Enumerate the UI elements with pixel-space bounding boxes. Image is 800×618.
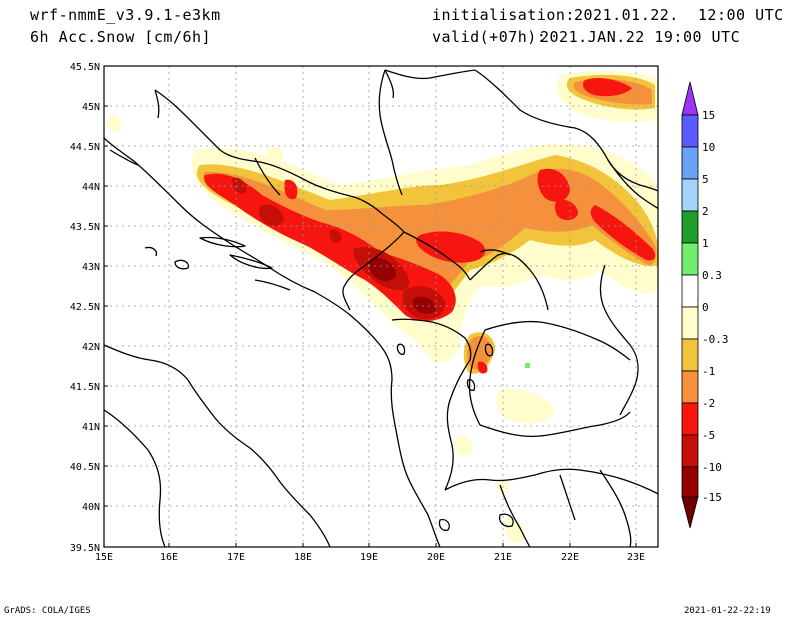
colorbar-swatch <box>681 210 699 244</box>
colorbar-swatch <box>681 402 699 436</box>
footer-credit: GrADS: COLA/IGES <box>4 606 91 616</box>
lon-label: 17E <box>227 552 245 563</box>
lat-label: 44.5N <box>70 142 100 153</box>
lon-labels: 15E 16E 17E 18E 19E 20E 21E 22E 23E <box>95 552 645 563</box>
colorbar-label: -5 <box>702 429 715 442</box>
model-title: wrf-nmmE_v3.9.1-e3km <box>30 6 221 24</box>
lat-labels: 45.5N 45N 44.5N 44N 43.5N 43N 42.5N 42N … <box>70 62 100 554</box>
colorbar-swatch <box>681 242 699 276</box>
lat-label: 40.5N <box>70 462 100 473</box>
colorbar-label: 2 <box>702 205 709 218</box>
lat-label: 43N <box>82 262 100 273</box>
colorbar-label: 10 <box>702 141 715 154</box>
colorbar-swatch <box>681 146 699 180</box>
lon-label: 15E <box>95 552 113 563</box>
lon-label: 19E <box>360 552 378 563</box>
lat-label: 42N <box>82 342 100 353</box>
colorbar-top-arrow <box>681 81 699 116</box>
snow-field <box>106 70 658 543</box>
lat-label: 43.5N <box>70 222 100 233</box>
colorbar-swatch <box>681 370 699 404</box>
field-title: 6h Acc.Snow [cm/6h] <box>30 28 212 46</box>
colorbar-label: -10 <box>702 461 722 474</box>
footer-timestamp: 2021-01-22-22:19 <box>684 606 771 616</box>
colorbar-label: 0 <box>702 301 709 314</box>
lat-label: 44N <box>82 182 100 193</box>
valid-label: valid(+07h): <box>432 28 547 46</box>
colorbar-swatches <box>681 114 699 498</box>
colorbar-label: -2 <box>702 397 715 410</box>
lat-label: 39.5N <box>70 543 100 554</box>
colorbar-swatch <box>681 274 699 308</box>
lon-label: 23E <box>627 552 645 563</box>
lat-label: 41.5N <box>70 382 100 393</box>
colorbar-swatch <box>681 466 699 498</box>
colorbar-bottom-arrow <box>681 496 699 529</box>
init-label: initialisation: <box>432 6 575 24</box>
lon-label: 21E <box>494 552 512 563</box>
map-grid <box>104 66 658 547</box>
snow-spot-positive <box>525 363 530 368</box>
map-ticks <box>104 105 637 547</box>
colorbar-label: 15 <box>702 109 715 122</box>
lat-label: 42.5N <box>70 302 100 313</box>
colorbar-label: -0.3 <box>702 333 729 346</box>
lat-label: 45.5N <box>70 62 100 73</box>
lat-label: 41N <box>82 422 100 433</box>
colorbar-swatch <box>681 114 699 148</box>
valid-value: 2021.JAN.22 19:00 UTC <box>540 28 741 46</box>
lat-label: 45N <box>82 102 100 113</box>
snow-band-core <box>369 257 436 314</box>
colorbar-swatch <box>681 178 699 212</box>
colorbar: 15 10 5 2 1 0.3 0 -0.3 -1 -2 -5 -10 -15 <box>681 81 729 529</box>
lon-label: 22E <box>561 552 579 563</box>
map-area: 45.5N 45N 44.5N 44N 43.5N 43N 42.5N 42N … <box>70 62 659 563</box>
colorbar-labels: 15 10 5 2 1 0.3 0 -0.3 -1 -2 -5 -10 -15 <box>702 109 729 504</box>
colorbar-label: 0.3 <box>702 269 722 282</box>
colorbar-swatch <box>681 306 699 340</box>
colorbar-label: 1 <box>702 237 709 250</box>
colorbar-label: -15 <box>702 491 722 504</box>
colorbar-label: -1 <box>702 365 715 378</box>
lat-label: 40N <box>82 502 100 513</box>
coastlines-borders <box>104 69 658 547</box>
init-value: 2021.01.22. 12:00 UTC <box>574 6 784 24</box>
colorbar-swatch <box>681 338 699 372</box>
lon-label: 16E <box>160 552 178 563</box>
colorbar-swatch <box>681 434 699 468</box>
lon-label: 20E <box>427 552 445 563</box>
colorbar-label: 5 <box>702 173 709 186</box>
lon-label: 18E <box>294 552 312 563</box>
